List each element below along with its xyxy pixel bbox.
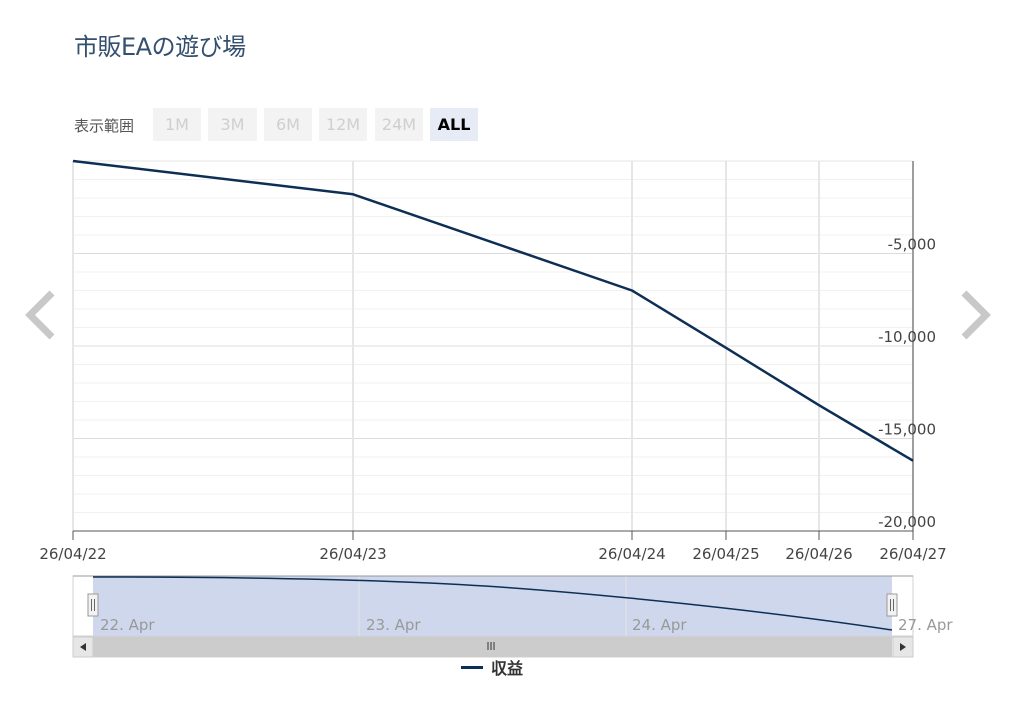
x-tick-label: 26/04/26 (785, 545, 852, 563)
chevron-left-icon[interactable] (22, 287, 62, 343)
legend-item[interactable]: 収益 (461, 655, 523, 679)
handle-body (87, 593, 99, 617)
range-button-3m[interactable]: 3M (208, 108, 257, 141)
y-tick-label: -5,000 (888, 236, 936, 254)
navigator-selection (93, 576, 892, 636)
chevron-right-icon[interactable] (954, 287, 994, 343)
navigator-right-handle[interactable] (886, 593, 898, 617)
range-button-24m[interactable]: 24M (375, 108, 423, 141)
series-line-収益 (72, 159, 914, 462)
navigator-left-handle[interactable] (87, 593, 99, 617)
scrollbar-thumb (93, 637, 892, 657)
y-tick-label: -15,000 (878, 421, 936, 439)
legend-line-icon (461, 665, 483, 669)
y-tick-label: -20,000 (878, 513, 936, 531)
arrow-left-icon (80, 643, 86, 651)
navigator-label: 27. Apr (898, 616, 953, 634)
handle-body (886, 593, 898, 617)
x-tick-label: 26/04/22 (39, 545, 106, 563)
range-button-6m[interactable]: 6M (264, 108, 312, 141)
y-tick-label: -10,000 (878, 328, 936, 346)
navigator-label: 23. Apr (366, 616, 421, 634)
range-button-all[interactable]: ALL (430, 108, 478, 141)
navigator-series-line (92, 576, 893, 631)
x-tick-label: 26/04/25 (692, 545, 759, 563)
page-title: 市販EAの遊び場 (74, 33, 246, 61)
arrow-right-icon (900, 643, 906, 651)
navigator-scrollbar[interactable] (72, 636, 914, 658)
navigator-label: 24. Apr (632, 616, 687, 634)
x-tick-label: 26/04/27 (879, 545, 946, 563)
navigator-label: 22. Apr (100, 616, 155, 634)
legend-label: 収益 (491, 659, 524, 678)
range-button-12m[interactable]: 12M (319, 108, 367, 141)
x-tick-label: 26/04/23 (319, 545, 386, 563)
x-tick-label: 26/04/24 (598, 545, 665, 563)
range-selector-label: 表示範囲 (74, 117, 135, 135)
range-button-1m[interactable]: 1M (153, 108, 201, 141)
